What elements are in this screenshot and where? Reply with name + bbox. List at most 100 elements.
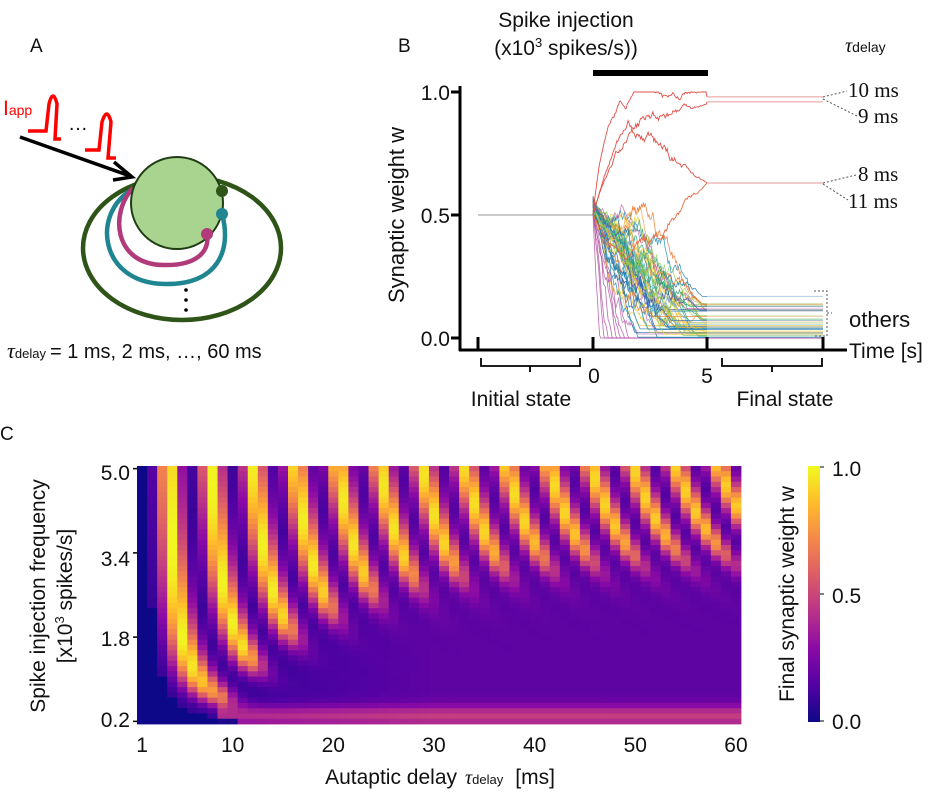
heatmap-cell: [549, 613, 561, 620]
heatmap-cell: [620, 502, 631, 509]
heatmap-cell: [298, 645, 309, 651]
heatmap-cell: [549, 634, 561, 641]
autapse-loop-magenta: [117, 186, 210, 268]
heatmap-cell: [328, 502, 339, 509]
heatmap-cell: [288, 702, 299, 709]
heatmap-cell: [318, 587, 329, 593]
heatmap-cell: [509, 471, 520, 477]
heatmap-cell: [358, 587, 369, 593]
heatmap-cell: [479, 523, 490, 530]
heatmap-cell: [418, 566, 430, 572]
heatmap-cell: [237, 502, 249, 509]
heatmap-cell: [157, 687, 168, 693]
heatmap-cell: [630, 629, 641, 635]
heatmap-cell: [257, 502, 269, 509]
heatmap-cell: [569, 702, 581, 709]
heatmap-cell: [479, 618, 490, 625]
heatmap-cell: [630, 660, 641, 667]
heatmap-cell: [217, 639, 228, 646]
heatmap-cell: [378, 618, 390, 625]
heatmap-cell: [217, 708, 228, 714]
heatmap-cell: [358, 539, 369, 546]
heatmap-cell: [197, 476, 208, 483]
heatmap-cell: [308, 487, 319, 493]
heatmap-cell: [217, 697, 228, 704]
heatmap-cell: [217, 645, 228, 651]
heatmap-cell: [418, 645, 430, 651]
heatmap-cell: [247, 587, 259, 593]
heatmap-cell: [630, 597, 641, 604]
heatmap-cell: [620, 623, 631, 630]
heatmap-cell: [449, 534, 460, 541]
heatmap-cell: [247, 492, 259, 498]
heatmap-cell: [600, 634, 611, 641]
heatmap-cell: [167, 566, 178, 572]
heatmap-cell: [439, 623, 450, 630]
heatmap-cell: [539, 655, 551, 662]
heatmap-cell: [489, 697, 500, 704]
heatmap-cell: [469, 645, 480, 651]
heatmap-cell: [590, 513, 601, 520]
heatmap-cell: [459, 487, 470, 493]
heatmap-cell: [338, 676, 349, 683]
heatmap-cell: [328, 634, 339, 641]
heatmap-cell: [308, 581, 319, 588]
initial-state-bracket: [480, 358, 581, 372]
heatmap-cell: [328, 718, 339, 725]
heatmap-cell: [328, 581, 339, 588]
heatmap-cell: [720, 639, 732, 646]
heatmap-cell: [177, 576, 188, 583]
heatmap-cell: [318, 708, 329, 714]
heatmap-cell: [408, 587, 420, 593]
heatmap-cell: [308, 534, 319, 541]
y-tick-label: 5.0: [101, 462, 130, 485]
heatmap-cell: [660, 576, 671, 583]
heatmap-cell: [620, 702, 631, 709]
heatmap-cell: [509, 466, 520, 472]
heatmap-cell: [308, 639, 319, 646]
heatmap-cell: [257, 597, 269, 604]
heatmap-cell: [237, 560, 249, 567]
heatmap-cell: [147, 518, 158, 525]
heatmap-cell: [539, 550, 551, 556]
heatmap-x-ticks: 1 10 20 30 40 50 60: [136, 734, 747, 757]
heatmap-cell: [620, 476, 631, 483]
heatmap-cell: [449, 671, 460, 678]
heatmap-cell: [197, 602, 208, 609]
heatmap-cell: [590, 618, 601, 625]
heatmap-cell: [267, 718, 279, 725]
heatmap-cell: [650, 655, 661, 662]
heatmap-cell: [559, 476, 571, 483]
heatmap-cell: [418, 613, 430, 620]
heatmap-cell: [227, 613, 239, 620]
heatmap-cell: [187, 518, 198, 525]
heatmap-cell: [217, 544, 228, 551]
heatmap-cell: [318, 513, 329, 520]
heatmap-cell: [308, 508, 319, 514]
heatmap-cell: [660, 587, 671, 593]
heatmap-cell: [459, 697, 470, 704]
heatmap-cell: [600, 629, 611, 635]
heatmap-cell: [318, 481, 329, 488]
heatmap-cell: [328, 518, 339, 525]
heatmap-cell: [549, 550, 561, 556]
heatmap-cell: [408, 529, 420, 535]
injection-subtitle: (x103 spikes/s)): [494, 35, 638, 60]
heatmap-cell: [157, 502, 168, 509]
heatmap-cell: [167, 687, 178, 693]
heatmap-cell: [247, 687, 259, 693]
heatmap-cell: [217, 555, 228, 562]
heatmap-cell: [177, 581, 188, 588]
heatmap-cell: [569, 681, 581, 688]
heatmap-cell: [147, 687, 158, 693]
heatmap-cell: [730, 497, 742, 504]
heatmap-cell: [519, 645, 530, 651]
heatmap-cell: [499, 550, 510, 556]
heatmap-cell: [388, 534, 400, 541]
heatmap-cell: [428, 687, 440, 693]
heatmap-cell: [640, 708, 651, 714]
heatmap-cell: [267, 655, 279, 662]
heatmap-cell: [539, 513, 551, 520]
heatmap-cell: [267, 555, 279, 562]
heatmap-cell: [459, 702, 470, 709]
